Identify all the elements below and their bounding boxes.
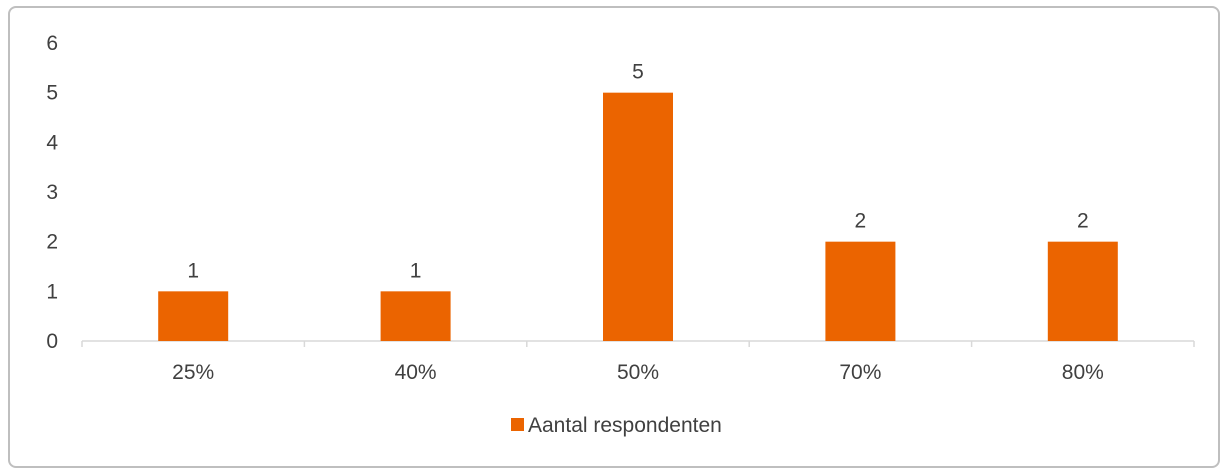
data-label: 2 bbox=[1077, 210, 1089, 233]
y-tick-label: 4 bbox=[46, 131, 58, 154]
bar bbox=[825, 241, 896, 341]
y-tick-label: 5 bbox=[46, 82, 58, 105]
legend: Aantal respondenten bbox=[511, 414, 722, 437]
x-tick-label: 40% bbox=[395, 361, 437, 384]
y-axis: 0 1 2 3 4 5 6 bbox=[46, 32, 58, 353]
legend-label: Aantal respondenten bbox=[528, 414, 722, 437]
data-label: 1 bbox=[187, 259, 199, 282]
y-tick-label: 1 bbox=[46, 280, 58, 303]
data-label: 5 bbox=[632, 61, 644, 84]
data-labels: 1 1 5 2 2 bbox=[187, 61, 1088, 283]
x-tick-label: 25% bbox=[172, 361, 214, 384]
bar bbox=[603, 92, 673, 342]
y-tick-label: 3 bbox=[46, 181, 58, 204]
bar bbox=[1047, 241, 1118, 341]
bar bbox=[380, 291, 451, 341]
legend-swatch bbox=[511, 418, 524, 431]
x-tick-label: 70% bbox=[839, 361, 881, 384]
data-label: 2 bbox=[855, 210, 867, 233]
data-label: 1 bbox=[410, 259, 422, 282]
x-axis: 25% 40% 50% 70% 80% bbox=[81, 341, 1195, 384]
y-tick-label: 6 bbox=[46, 32, 58, 55]
bar bbox=[158, 291, 229, 341]
x-tick-label: 80% bbox=[1062, 361, 1104, 384]
bar-series bbox=[158, 92, 1118, 342]
x-tick-label: 50% bbox=[617, 361, 659, 384]
y-tick-label: 0 bbox=[46, 330, 58, 353]
y-tick-label: 2 bbox=[46, 231, 58, 254]
